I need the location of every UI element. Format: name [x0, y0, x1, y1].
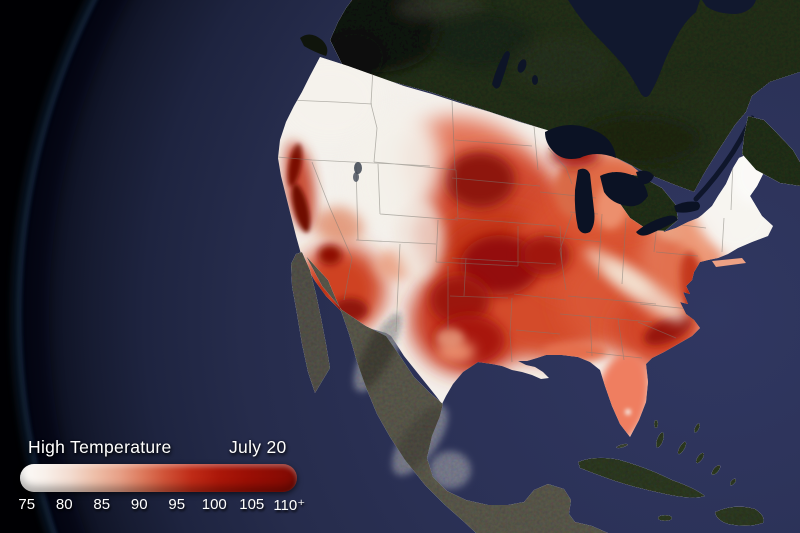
georgian-bay — [636, 170, 654, 185]
hispaniola — [715, 506, 764, 526]
cuba — [578, 457, 705, 498]
earth-limb — [12, 0, 129, 533]
legend-scale-label: 85 — [93, 496, 111, 513]
legend-scale-label: 95 — [168, 496, 186, 513]
baja-california — [291, 252, 330, 393]
long-island — [712, 258, 746, 267]
mexico-landmass — [291, 252, 608, 533]
legend-scale-label: 100 — [201, 496, 227, 513]
lake-erie — [636, 215, 678, 236]
hudson-bay — [492, 0, 756, 97]
legend-scale-label: 80 — [55, 496, 73, 513]
lake-superior — [545, 125, 616, 159]
legend-scale-label: 105 — [239, 496, 265, 513]
maritimes-landmass — [742, 116, 800, 186]
jamaica — [658, 515, 672, 521]
vancouver-island — [300, 34, 328, 56]
atmosphere-glow — [12, 0, 93, 533]
lake-ontario — [674, 201, 700, 213]
lake-huron — [600, 172, 648, 207]
legend-gradient-bar — [20, 464, 297, 492]
state-borders — [278, 67, 734, 363]
legend-title: High Temperature — [28, 437, 172, 457]
caribbean-islands — [578, 420, 764, 526]
legend-scale-label: 90 — [130, 496, 148, 513]
legend-scale-label: 110⁺ — [273, 497, 306, 514]
legend-date: July 20 — [229, 437, 287, 457]
legend-scale-labels: 75 80 85 90 95 100 105 110⁺ — [8, 496, 308, 514]
atmosphere-line — [18, 0, 96, 533]
lake-michigan — [574, 168, 595, 234]
florida-keys — [616, 443, 628, 449]
legend-scale-label: 75 — [18, 496, 36, 513]
